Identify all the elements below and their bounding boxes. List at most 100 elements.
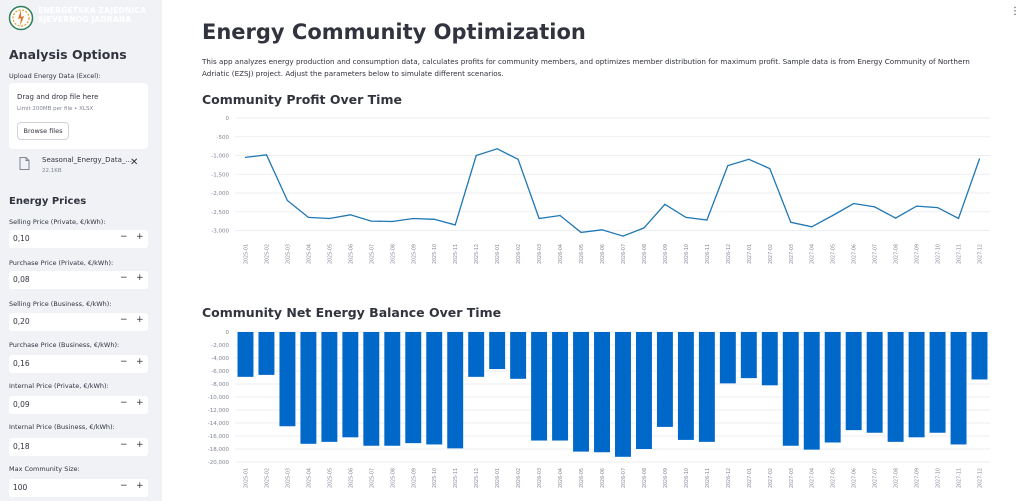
balance-bar (929, 332, 946, 433)
x-tick-label: 2025-11 (453, 468, 459, 488)
number-input-value[interactable]: 0,16 (13, 359, 30, 368)
profit-data-point (265, 154, 268, 156)
x-tick-label: 2025-04 (306, 244, 312, 264)
x-tick-label: 2027-11 (957, 468, 963, 488)
balance-bar (405, 332, 422, 444)
x-tick-label: 2025-12 (474, 244, 480, 264)
profit-data-point (832, 214, 834, 217)
y-tick-label: -4,000 (211, 356, 229, 362)
number-input-value[interactable]: 0,10 (13, 234, 30, 243)
decrement-button[interactable]: − (120, 440, 128, 450)
balance-bar (908, 332, 925, 438)
balance-bar (719, 332, 736, 384)
x-tick-label: 2025-01 (243, 244, 249, 264)
file-icon (19, 157, 30, 170)
profit-data-point (978, 158, 981, 160)
decrement-button[interactable]: − (120, 398, 128, 408)
increment-button[interactable]: + (136, 232, 144, 242)
profit-data-point (559, 214, 561, 217)
balance-bar (971, 332, 988, 380)
profit-data-point (769, 168, 771, 170)
x-tick-label: 2025-07 (369, 244, 375, 264)
x-tick-label: 2025-03 (285, 468, 291, 488)
upload-label: Upload Energy Data (Excel): (9, 72, 101, 80)
balance-bar (761, 332, 778, 386)
x-tick-label: 2025-06 (348, 468, 354, 488)
x-tick-label: 2026-03 (537, 244, 543, 264)
balance-bar (552, 332, 569, 441)
x-tick-label: 2027-04 (810, 244, 816, 264)
profit-data-point (433, 218, 435, 220)
balance-bar (531, 332, 548, 441)
number-input-value[interactable]: 0,18 (13, 442, 30, 451)
profit-data-point (412, 217, 414, 220)
profit-data-point (349, 214, 351, 216)
x-tick-label: 2026-03 (537, 468, 543, 488)
number-input-value[interactable]: 0,20 (13, 317, 30, 326)
profit-data-point (370, 220, 372, 222)
x-tick-label: 2026-12 (726, 468, 732, 488)
x-tick-label: 2025-06 (348, 244, 354, 264)
increment-button[interactable]: + (136, 357, 144, 367)
x-tick-label: 2026-01 (495, 244, 501, 264)
number-input-label: Purchase Price (Private, €/kWh): (9, 259, 114, 267)
balance-bar (866, 332, 883, 433)
y-tick-label: -3,000 (211, 229, 229, 235)
balance-bar (887, 332, 904, 442)
y-tick-label: -500 (217, 135, 230, 141)
increment-button[interactable]: + (136, 398, 144, 408)
number-input-value[interactable]: 0,08 (13, 275, 30, 284)
number-input-value[interactable]: 0,09 (13, 400, 30, 409)
balance-bar (845, 332, 862, 431)
x-tick-label: 2026-05 (579, 468, 585, 488)
balance-bar (510, 332, 527, 379)
x-tick-label: 2025-04 (306, 468, 312, 488)
balance-bar (698, 332, 715, 442)
remove-file-close-icon[interactable]: ✕ (130, 157, 139, 168)
number-input[interactable]: 0,10 − + (9, 230, 148, 248)
decrement-button[interactable]: − (120, 315, 128, 325)
y-tick-label: -12,000 (208, 408, 230, 414)
x-tick-label: 2027-10 (936, 468, 942, 488)
decrement-button[interactable]: − (120, 232, 128, 242)
profit-data-point (936, 207, 939, 209)
x-tick-label: 2027-05 (831, 244, 837, 264)
logo-text-line2: SJEVERNOG JADRANA (38, 15, 132, 24)
number-input[interactable]: 0,16 − + (9, 355, 148, 373)
x-tick-label: 2027-03 (789, 244, 795, 264)
x-tick-label: 2026-06 (600, 468, 606, 488)
x-tick-label: 2026-11 (705, 468, 711, 488)
increment-button[interactable]: + (136, 440, 144, 450)
file-uploader-dropzone[interactable]: Drag and drop file here Limit 200MB per … (9, 83, 148, 149)
intro-text: This app analyzes energy production and … (202, 57, 970, 78)
x-tick-label: 2026-02 (516, 468, 522, 488)
decrement-button[interactable]: − (120, 481, 128, 491)
decrement-button[interactable]: − (120, 273, 128, 283)
browse-files-button[interactable]: Browse files (17, 122, 69, 140)
upload-limit-text: Limit 200MB per file • XLSX (17, 106, 94, 112)
main-menu-icon[interactable]: ⋮ (1010, 6, 1020, 17)
number-input[interactable]: 0,18 − + (9, 438, 148, 456)
increment-button[interactable]: + (136, 481, 144, 491)
x-tick-label: 2026-05 (579, 244, 585, 264)
increment-button[interactable]: + (136, 315, 144, 325)
balance-bar (447, 332, 464, 449)
number-input-label: Selling Price (Private, €/kWh): (9, 218, 106, 226)
number-input[interactable]: 0,09 − + (9, 396, 148, 414)
y-tick-label: -8,000 (211, 382, 229, 388)
sidebar-title: Analysis Options (9, 47, 127, 62)
decrement-button[interactable]: − (120, 357, 128, 367)
y-tick-label: -1,000 (211, 154, 229, 160)
x-tick-label: 2027-07 (873, 244, 879, 264)
x-tick-label: 2025-08 (390, 244, 396, 264)
number-input[interactable]: 100 − + (9, 479, 148, 497)
number-input-label: Max Community Size: (9, 465, 80, 473)
x-tick-label: 2025-07 (369, 468, 375, 488)
number-input[interactable]: 0,20 − + (9, 313, 148, 331)
increment-button[interactable]: + (136, 273, 144, 283)
balance-bar (635, 332, 652, 449)
number-input-value[interactable]: 100 (13, 483, 28, 492)
balance-bar (950, 332, 967, 445)
number-input[interactable]: 0,08 − + (9, 271, 148, 289)
balance-bar (824, 332, 841, 443)
